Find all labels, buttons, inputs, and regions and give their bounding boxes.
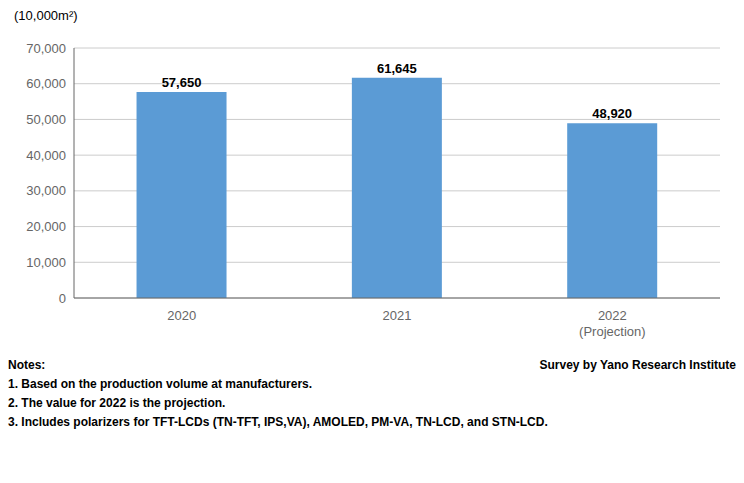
svg-text:2020: 2020 — [167, 308, 196, 323]
svg-text:48,920: 48,920 — [592, 106, 632, 121]
svg-text:61,645: 61,645 — [377, 61, 417, 76]
html-text:2. The value for 2022 is the p: 2. The value for 2022 is the projection. — [8, 396, 226, 410]
html-text:Notes:: Notes: — [8, 358, 46, 372]
svg-text:70,000: 70,000 — [26, 41, 66, 56]
svg-text:60,000: 60,000 — [26, 76, 66, 91]
svg-text:57,650: 57,650 — [162, 75, 202, 90]
svg-text:30,000: 30,000 — [26, 183, 66, 198]
html-text:3. Includes polarizers for TFT: 3. Includes polarizers for TFT-LCDs (TN-… — [8, 415, 548, 429]
svg-text:2021: 2021 — [383, 308, 412, 323]
svg-text:10,000: 10,000 — [26, 255, 66, 270]
svg-text:0: 0 — [59, 291, 66, 306]
html-text:1. Based on the production vol: 1. Based on the production volume at man… — [8, 377, 313, 391]
svg-text:40,000: 40,000 — [26, 148, 66, 163]
svg-text:50,000: 50,000 — [26, 112, 66, 127]
html-text:(10,000m²): (10,000m²) — [14, 8, 78, 23]
html-text:Survey by Yano Research Instit: Survey by Yano Research Institute — [539, 358, 736, 372]
svg-text:2022(Projection): 2022(Projection) — [579, 308, 645, 339]
svg-text:20,000: 20,000 — [26, 219, 66, 234]
